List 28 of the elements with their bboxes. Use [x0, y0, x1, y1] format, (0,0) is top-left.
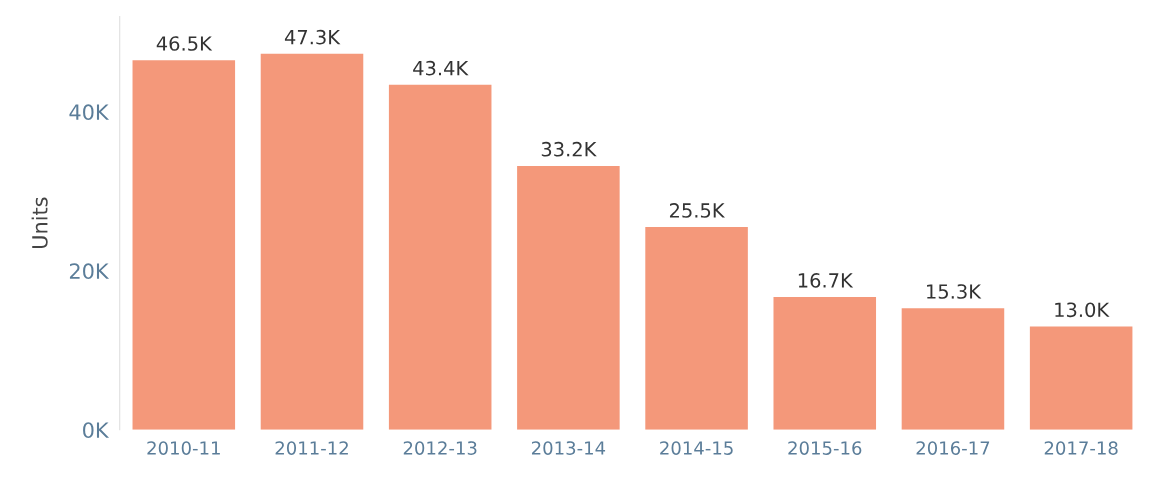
x-tick-label: 2014-15: [660, 441, 733, 455]
data-label: 33.2K: [541, 141, 597, 157]
y-tick-label: 20K: [69, 263, 110, 280]
x-tick-label: 2011-12: [275, 441, 348, 455]
data-label: 47.3K: [284, 29, 341, 45]
x-tick-label: 2010-11: [147, 441, 220, 455]
bar: [388, 84, 492, 430]
y-tick-label: 0K: [83, 422, 110, 438]
bar: [260, 53, 364, 430]
data-label: 16.7K: [798, 273, 854, 288]
data-label: 15.3K: [927, 284, 982, 299]
bar: [645, 227, 748, 430]
bar: [901, 308, 1005, 430]
x-tick-label: 2017-18: [1044, 441, 1118, 455]
data-label: 46.5K: [156, 36, 213, 51]
data-label: 43.4K: [413, 60, 469, 76]
bar: [773, 297, 877, 430]
x-tick-label: 2012-13: [403, 441, 477, 455]
y-axis-title: Units: [31, 197, 48, 248]
data-label: 25.5K: [669, 203, 725, 218]
bar: [517, 165, 620, 430]
x-tick-label: 2013-14: [531, 441, 606, 455]
x-tick-label: 2016-17: [916, 441, 990, 455]
y-tick-label: 40K: [69, 104, 110, 121]
bar: [132, 60, 236, 430]
x-tick-label: 2015-16: [788, 441, 862, 455]
data-label: 13.0K: [1055, 302, 1110, 318]
bar: [1029, 326, 1133, 430]
